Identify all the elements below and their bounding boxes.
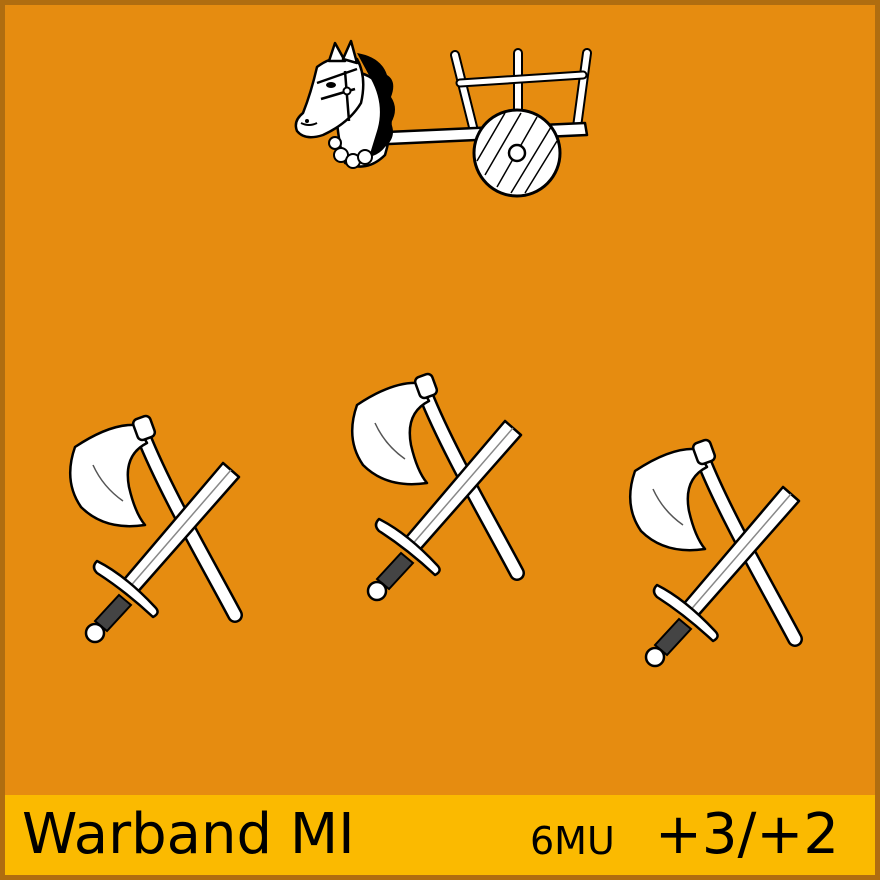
unit-label-bar: Warband MI 6MU +3/+2 bbox=[5, 795, 875, 875]
axe-sword-icon bbox=[352, 373, 521, 600]
axe-sword-icon bbox=[630, 439, 799, 666]
axe-sword-icon bbox=[70, 415, 239, 642]
horse-cart-icon bbox=[294, 39, 592, 198]
unit-name: Warband MI bbox=[22, 802, 355, 867]
counter-artwork bbox=[5, 39, 875, 792]
combat-factors: +3/+2 bbox=[655, 802, 839, 867]
movement-value: 6MU bbox=[530, 819, 615, 863]
